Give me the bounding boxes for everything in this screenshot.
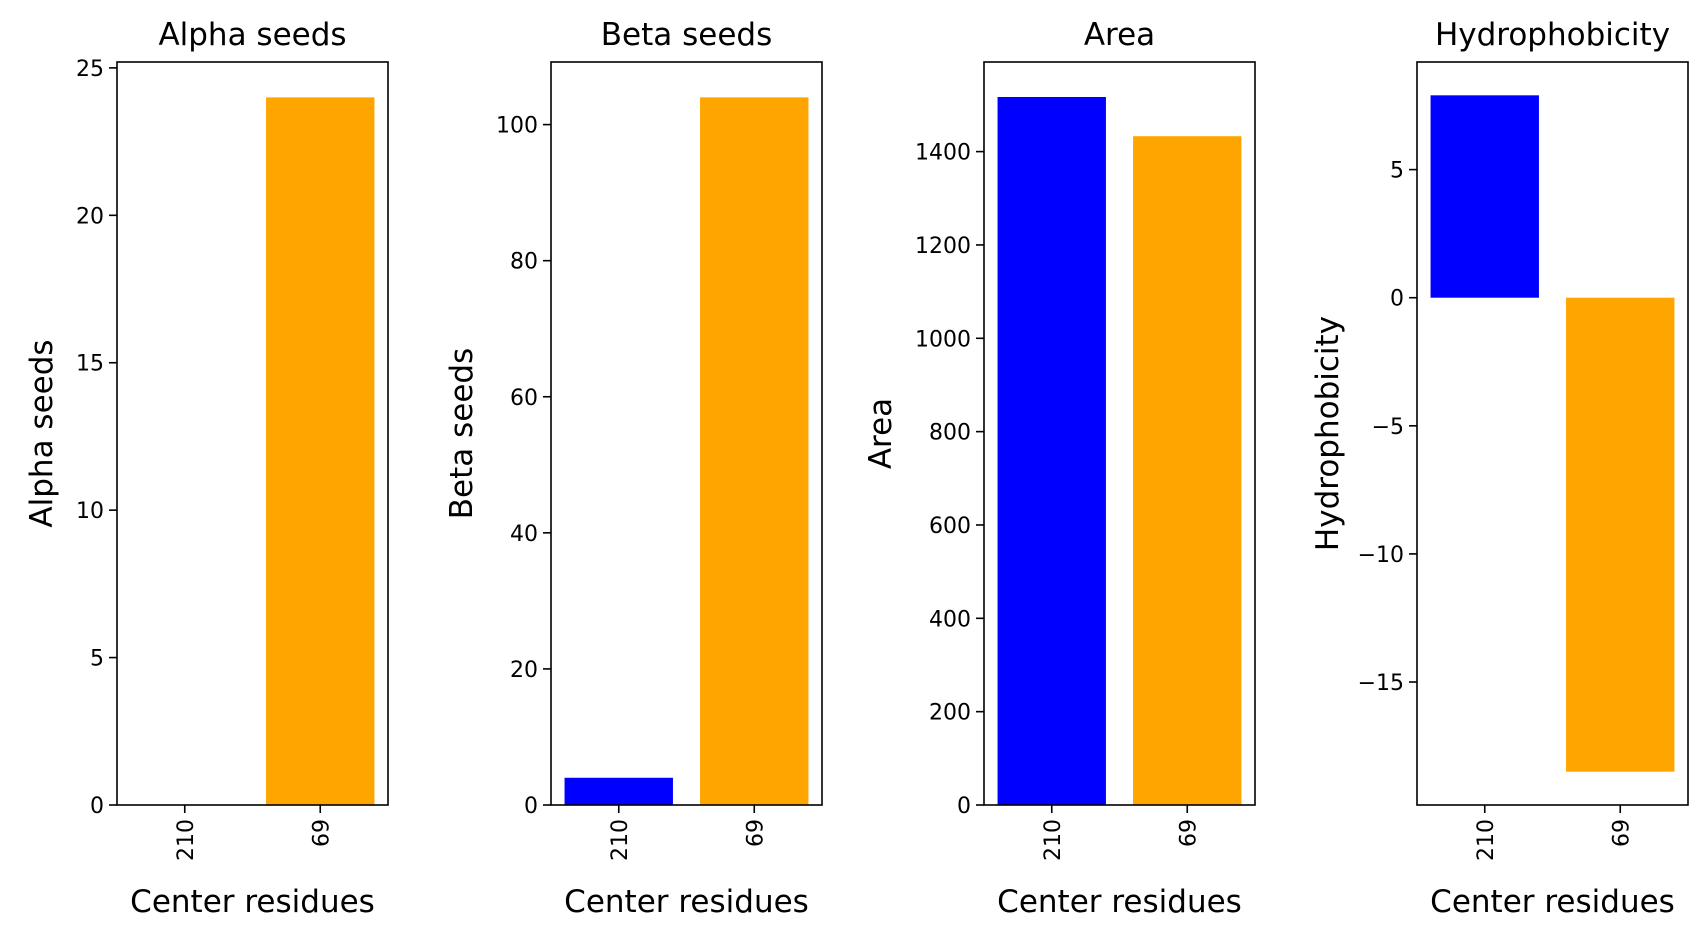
y-tick-label: 20 — [76, 204, 104, 229]
y-tick-label: 400 — [929, 607, 971, 632]
y-tick-label: 10 — [76, 499, 104, 524]
x-tick-label: 69 — [309, 819, 334, 847]
bar-210 — [1430, 95, 1539, 298]
y-tick-label: 1200 — [915, 234, 971, 259]
y-tick-label: −5 — [1372, 415, 1404, 440]
y-tick-label: 40 — [510, 522, 538, 547]
axes-frame — [116, 61, 389, 806]
y-tick-label: 5 — [90, 647, 104, 672]
x-tick-label: 69 — [1609, 819, 1634, 847]
y-tick-label: 25 — [76, 57, 104, 82]
subplot-4: −15 −10 −5 0 5 210 69 Hydrophobicity Center resi… — [1310, 17, 1689, 920]
y-tick-label: 0 — [524, 794, 538, 819]
y-tick-label: 1400 — [915, 141, 971, 166]
bar-69 — [700, 97, 809, 805]
x-tick-label: 69 — [1176, 819, 1201, 847]
y-tick-label: −15 — [1358, 671, 1404, 696]
x-axis-label: Center residues — [997, 884, 1242, 920]
x-tick-label: 210 — [608, 819, 633, 861]
axes-frame — [550, 61, 823, 806]
x-tick-label: 210 — [174, 819, 199, 861]
subplot-title: Area — [1084, 17, 1155, 53]
x-axis-label: Center residues — [1430, 884, 1675, 920]
y-tick-label: 600 — [929, 514, 971, 539]
y-tick-label: 5 — [1390, 159, 1404, 184]
y-tick-label: 0 — [957, 794, 971, 819]
x-tick-label: 210 — [1041, 819, 1066, 861]
y-tick-label: 200 — [929, 701, 971, 726]
subplot-title: Beta seeds — [601, 17, 772, 53]
y-tick-label: 20 — [510, 658, 538, 683]
y-tick-label: 80 — [510, 250, 538, 275]
axes-frame — [1416, 61, 1689, 806]
y-tick-label: 0 — [90, 794, 104, 819]
bar-210 — [564, 777, 673, 805]
y-axis-label: Alpha seeds — [24, 339, 60, 527]
bar-69 — [1133, 136, 1242, 805]
subplot-title: Hydrophobicity — [1435, 17, 1670, 53]
y-tick-label: 60 — [510, 386, 538, 411]
subplot-title: Alpha seeds — [158, 17, 346, 53]
y-tick-label: 1000 — [915, 327, 971, 352]
x-axis-label: Center residues — [130, 884, 375, 920]
y-tick-label: 800 — [929, 421, 971, 446]
subplot-3: 0 200 400 600 800 1000 1200 1400 210 69 Area Center… — [863, 17, 1256, 920]
y-axis-label: Hydrophobicity — [1310, 316, 1346, 551]
x-tick-label: 210 — [1474, 819, 1499, 861]
axes-frame — [983, 61, 1256, 806]
y-tick-label: 0 — [1390, 287, 1404, 312]
y-axis-label: Area — [863, 398, 899, 469]
x-axis-label: Center residues — [564, 884, 809, 920]
subplot-1: 0 5 10 15 20 25 210 69 Alpha seeds Center residue… — [24, 17, 389, 920]
x-tick-label: 69 — [743, 819, 768, 847]
subplot-2: 0 20 40 60 80 100 210 69 Beta seeds Center residu… — [444, 17, 823, 920]
y-tick-label: −10 — [1358, 543, 1404, 568]
y-axis-label: Beta seeds — [444, 348, 480, 519]
y-tick-label: 15 — [76, 352, 104, 377]
bar-69 — [266, 97, 375, 805]
bar-210 — [997, 97, 1106, 805]
y-tick-label: 100 — [496, 114, 538, 139]
bar-69 — [1566, 297, 1675, 772]
